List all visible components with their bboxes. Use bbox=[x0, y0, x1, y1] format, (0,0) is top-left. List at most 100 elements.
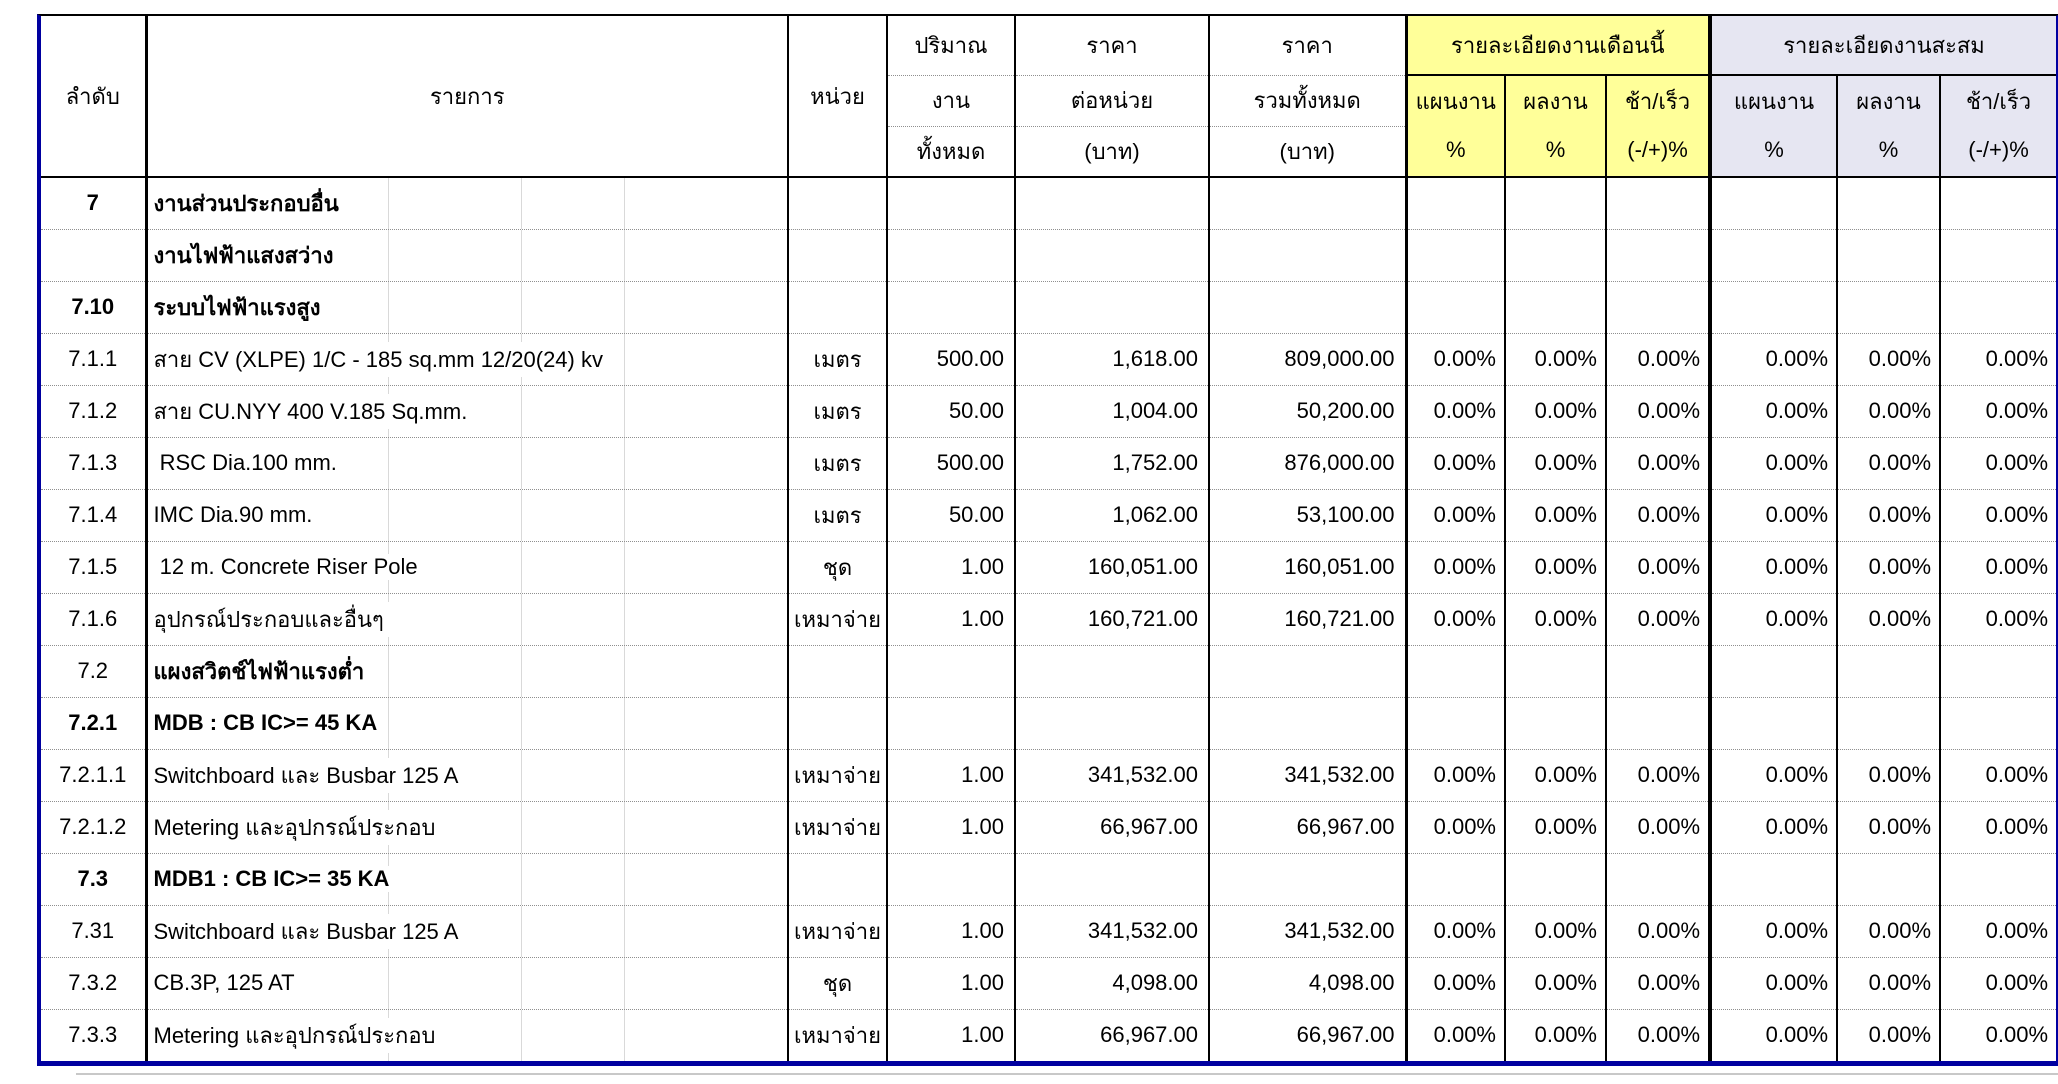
cell-month-diff: 0.00% bbox=[1606, 384, 1713, 437]
table-row: งานไฟฟ้าแสงสว่าง bbox=[41, 228, 2057, 281]
cell-month-actual: 0.00% bbox=[1505, 488, 1607, 541]
cell-month-actual: 0.00% bbox=[1505, 592, 1607, 645]
grid-line bbox=[520, 386, 522, 437]
header-total-price-line3: (บาท) bbox=[1209, 125, 1408, 178]
cell-no: 7.2.1.2 bbox=[41, 800, 148, 853]
cell-unit: เหมาจ่าย bbox=[788, 800, 888, 853]
cell-cumulative-diff: 0.00% bbox=[1940, 540, 2057, 593]
item-label: สาย CU.NYY 400 V.185 Sq.mm. bbox=[153, 393, 474, 429]
grid-line bbox=[520, 490, 522, 541]
cell-total-price bbox=[1209, 228, 1408, 281]
cell-month-diff bbox=[1606, 644, 1713, 697]
cell-cumulative-actual: 0.00% bbox=[1837, 332, 1942, 385]
cell-qty bbox=[887, 644, 1016, 697]
grid-line bbox=[623, 750, 625, 801]
table-row: 7.1.1 สาย CV (XLPE) 1/C - 185 sq.mm 12/20… bbox=[41, 332, 2057, 385]
grid-line bbox=[520, 230, 522, 281]
header-cumulative-actual: ผลงาน % bbox=[1837, 74, 1942, 178]
cell-cumulative-actual: 0.00% bbox=[1837, 1008, 1942, 1061]
item-label: CB.3P, 125 AT bbox=[153, 970, 301, 996]
cell-cumulative-plan: 0.00% bbox=[1710, 592, 1839, 645]
table-body: 7 งานส่วนประกอบอื่น งานไฟฟ้าแสงสว่าง 7.10 ระ… bbox=[41, 176, 2057, 1061]
cell-no: 7.3.2 bbox=[41, 956, 148, 1009]
cell-cumulative-plan: 0.00% bbox=[1710, 488, 1839, 541]
header-unit-price-line2: ต่อหน่วย bbox=[1015, 74, 1210, 126]
item-label: Switchboard และ Busbar 125 A bbox=[153, 913, 465, 949]
cell-month-plan: 0.00% bbox=[1406, 384, 1506, 437]
cell-item: สาย CV (XLPE) 1/C - 185 sq.mm 12/20(24) … bbox=[146, 332, 789, 385]
header-total-price-line1: ราคา bbox=[1209, 16, 1408, 75]
item-label: 12 m. Concrete Riser Pole bbox=[153, 554, 424, 580]
item-label: MDB1 : CB IC>= 35 KA bbox=[153, 866, 396, 892]
cell-cumulative-actual: 0.00% bbox=[1837, 748, 1942, 801]
cell-qty bbox=[887, 696, 1016, 749]
grid-line bbox=[387, 179, 389, 229]
cell-month-plan: 0.00% bbox=[1406, 436, 1506, 489]
cell-unit bbox=[788, 852, 888, 905]
table-row: 7.1.3 RSC Dia.100 mm. เมตร 500.00 1,752.00 8… bbox=[41, 436, 2057, 489]
cell-item: Switchboard และ Busbar 125 A bbox=[146, 748, 789, 801]
cell-cumulative-actual: 0.00% bbox=[1837, 956, 1942, 1009]
cell-no: 7.3.3 bbox=[41, 1008, 148, 1061]
grid-line bbox=[623, 438, 625, 489]
cell-qty bbox=[887, 176, 1016, 229]
cell-qty bbox=[887, 852, 1016, 905]
cell-month-actual: 0.00% bbox=[1505, 384, 1607, 437]
item-label: ระบบไฟฟ้าแรงสูง bbox=[153, 289, 327, 325]
cell-month-plan bbox=[1406, 696, 1506, 749]
cell-unit: ชุด bbox=[788, 540, 888, 593]
table-header: ลำดับ รายการ หน่วย ปริมาณ ราคา ราคา รายล… bbox=[41, 16, 2057, 178]
grid-line bbox=[520, 698, 522, 749]
cell-unit-price: 1,062.00 bbox=[1015, 488, 1210, 541]
cell-item: อุปกรณ์ประกอบและอื่นๆ bbox=[146, 592, 789, 645]
item-label: แผงสวิตช์ไฟฟ้าแรงต่ำ bbox=[153, 653, 371, 689]
cell-no: 7.1.3 bbox=[41, 436, 148, 489]
cell-cumulative-plan bbox=[1710, 176, 1839, 229]
cell-month-plan: 0.00% bbox=[1406, 592, 1506, 645]
cell-total-price: 341,532.00 bbox=[1209, 748, 1408, 801]
cell-qty: 1.00 bbox=[887, 800, 1016, 853]
cell-month-diff: 0.00% bbox=[1606, 540, 1713, 593]
table-row: 7.3 MDB1 : CB IC>= 35 KA bbox=[41, 852, 2057, 905]
grid-line bbox=[623, 646, 625, 697]
cell-qty: 1.00 bbox=[887, 904, 1016, 957]
cell-unit bbox=[788, 228, 888, 281]
cell-qty: 1.00 bbox=[887, 1008, 1016, 1061]
cell-cumulative-actual bbox=[1837, 696, 1942, 749]
header-cumulative-plan-label: แผนงาน bbox=[1733, 89, 1815, 114]
cell-cumulative-diff bbox=[1940, 228, 2057, 281]
grid-line bbox=[623, 179, 625, 229]
header-cumulative-plan-unit: % bbox=[1764, 137, 1784, 162]
cell-no bbox=[41, 228, 148, 281]
grid-line bbox=[623, 958, 625, 1009]
item-label: อุปกรณ์ประกอบและอื่นๆ bbox=[153, 601, 390, 637]
header-month-actual: ผลงาน % bbox=[1505, 74, 1607, 178]
cell-item: MDB1 : CB IC>= 35 KA bbox=[146, 852, 789, 905]
cell-cumulative-diff: 0.00% bbox=[1940, 384, 2057, 437]
grid-line bbox=[623, 906, 625, 957]
cell-cumulative-diff bbox=[1940, 176, 2057, 229]
cell-unit: เหมาจ่าย bbox=[788, 904, 888, 957]
cell-month-diff: 0.00% bbox=[1606, 592, 1713, 645]
cell-cumulative-actual: 0.00% bbox=[1837, 488, 1942, 541]
grid-line bbox=[623, 386, 625, 437]
table-row: 7.1.4 IMC Dia.90 mm. เมตร 50.00 1,062.00 53,1… bbox=[41, 488, 2057, 541]
cell-no: 7.2 bbox=[41, 644, 148, 697]
cell-cumulative-actual bbox=[1837, 228, 1942, 281]
cell-cumulative-diff: 0.00% bbox=[1940, 332, 2057, 385]
grid-line bbox=[387, 646, 389, 697]
cell-month-plan: 0.00% bbox=[1406, 800, 1506, 853]
cell-total-price: 160,721.00 bbox=[1209, 592, 1408, 645]
cell-item: งานไฟฟ้าแสงสว่าง bbox=[146, 228, 789, 281]
grid-line bbox=[520, 802, 522, 853]
grid-line bbox=[520, 646, 522, 697]
grid-line bbox=[387, 230, 389, 281]
cell-unit bbox=[788, 644, 888, 697]
cell-month-actual: 0.00% bbox=[1505, 1008, 1607, 1061]
cell-cumulative-actual: 0.00% bbox=[1837, 800, 1942, 853]
cell-cumulative-actual bbox=[1837, 852, 1942, 905]
cell-cumulative-diff: 0.00% bbox=[1940, 800, 2057, 853]
header-total-price-line2: รวมทั้งหมด bbox=[1209, 74, 1408, 126]
cell-month-diff bbox=[1606, 280, 1713, 333]
grid-line bbox=[520, 179, 522, 229]
